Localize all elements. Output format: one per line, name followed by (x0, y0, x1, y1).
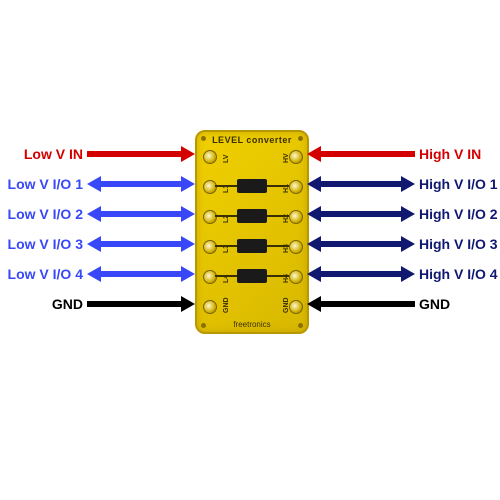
arrow (87, 236, 195, 252)
arrow-icon (307, 176, 415, 192)
pin-row-right: High V I/O 3 (307, 230, 500, 258)
arrow (307, 236, 415, 252)
pcb-trace (267, 275, 289, 277)
pcb-trace (215, 245, 237, 247)
pin-hole-left (203, 210, 217, 224)
pcb-trace (215, 185, 237, 187)
pin-label: High V IN (419, 146, 481, 162)
pcb-trace (267, 215, 289, 217)
arrow-icon (87, 206, 195, 222)
pcb-board: LEVEL converter freetronics LVHVL1H1L2H2… (195, 130, 309, 334)
pcb-trace (267, 185, 289, 187)
mounting-hole (298, 136, 303, 141)
arrow-icon (87, 146, 195, 162)
arrow (87, 296, 195, 312)
pin-hole-left (203, 180, 217, 194)
pin-row-right: High V I/O 1 (307, 170, 500, 198)
pin-hole-right (289, 150, 303, 164)
pin-row-left: Low V I/O 2 (0, 200, 195, 228)
pin-row-left: Low V IN (0, 140, 195, 168)
arrow (87, 266, 195, 282)
pin-row-right: High V IN (307, 140, 500, 168)
pin-hole-right (289, 270, 303, 284)
arrow-icon (307, 146, 415, 162)
pin-label: Low V IN (24, 146, 83, 162)
pcb-trace (215, 275, 237, 277)
arrow (307, 146, 415, 162)
pin-row-left: Low V I/O 3 (0, 230, 195, 258)
arrow (307, 176, 415, 192)
pin-label: High V I/O 2 (419, 206, 498, 222)
silkscreen-label: GND (223, 297, 230, 313)
pcb-trace (267, 245, 289, 247)
pin-hole-right (289, 300, 303, 314)
mosfet-chip (237, 269, 267, 283)
silkscreen-label: GND (283, 297, 290, 313)
pin-label: High V I/O 4 (419, 266, 498, 282)
pcb-footer: freetronics (197, 320, 307, 329)
arrow-icon (87, 296, 195, 312)
arrow-icon (87, 266, 195, 282)
arrow (307, 266, 415, 282)
pcb-title: LEVEL converter (197, 135, 307, 145)
pin-row-right: High V I/O 4 (307, 260, 500, 288)
pin-hole-left (203, 240, 217, 254)
pin-row-left: GND (0, 290, 195, 318)
level-converter-diagram: LEVEL converter freetronics LVHVL1H1L2H2… (0, 130, 500, 370)
silkscreen-label: HV (283, 153, 290, 163)
pin-hole-left (203, 150, 217, 164)
pin-label: Low V I/O 4 (8, 266, 83, 282)
mounting-hole (298, 323, 303, 328)
pin-row-left: Low V I/O 1 (0, 170, 195, 198)
mosfet-chip (237, 179, 267, 193)
mosfet-chip (237, 209, 267, 223)
arrow-icon (307, 266, 415, 282)
pin-label: High V I/O 3 (419, 236, 498, 252)
mounting-hole (201, 323, 206, 328)
pin-label: Low V I/O 3 (8, 236, 83, 252)
pin-label: Low V I/O 1 (8, 176, 83, 192)
pin-label: GND (52, 296, 83, 312)
arrow (307, 206, 415, 222)
pin-hole-right (289, 210, 303, 224)
pin-row-right: GND (307, 290, 500, 318)
pin-row-right: High V I/O 2 (307, 200, 500, 228)
pin-label: Low V I/O 2 (8, 206, 83, 222)
arrow-icon (307, 236, 415, 252)
arrow-icon (307, 206, 415, 222)
arrow-icon (307, 296, 415, 312)
pin-label: GND (419, 296, 450, 312)
silkscreen-label: LV (223, 155, 230, 163)
pin-hole-right (289, 240, 303, 254)
arrow-icon (87, 176, 195, 192)
pcb-trace (215, 215, 237, 217)
pin-row-left: Low V I/O 4 (0, 260, 195, 288)
pin-hole-right (289, 180, 303, 194)
mosfet-chip (237, 239, 267, 253)
mounting-hole (201, 136, 206, 141)
arrow (87, 146, 195, 162)
arrow-icon (87, 236, 195, 252)
pin-label: High V I/O 1 (419, 176, 498, 192)
pin-hole-left (203, 300, 217, 314)
arrow (87, 176, 195, 192)
pin-hole-left (203, 270, 217, 284)
arrow (307, 296, 415, 312)
arrow (87, 206, 195, 222)
